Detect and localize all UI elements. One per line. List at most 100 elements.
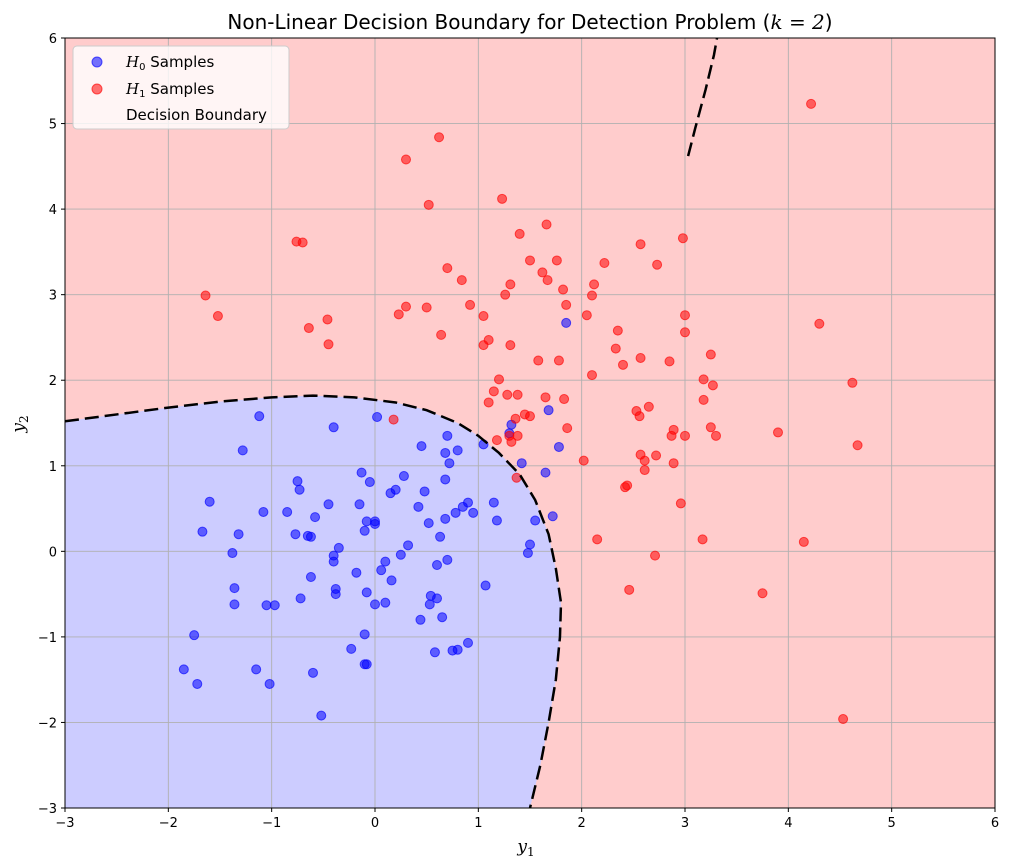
title-prefix: Non-Linear Decision Boundary for Detecti… — [227, 10, 770, 34]
h0-point-80 — [380, 597, 391, 608]
h0-point-36 — [310, 512, 321, 523]
h1-point-56 — [488, 386, 499, 397]
decision-boundary-secondary — [686, 38, 719, 157]
y-tick-label-2: −1 — [38, 631, 57, 646]
h0-point-29 — [413, 501, 424, 512]
h1-point-81 — [852, 440, 863, 451]
y-tick-label-6: 3 — [49, 289, 57, 304]
h1-point-76 — [666, 430, 677, 441]
legend-h0-text: Samples — [145, 53, 214, 71]
h1-point-32 — [680, 310, 690, 321]
h1-point-58 — [512, 389, 523, 400]
h1-point-12 — [551, 255, 562, 266]
h0-point-38 — [440, 513, 451, 524]
decision-boundary — [65, 394, 563, 808]
h0-point-42 — [530, 515, 541, 526]
h0-point-87 — [346, 643, 357, 654]
title-suffix: ) — [825, 10, 833, 34]
x-tick-label-6: 3 — [681, 816, 689, 831]
h1-point-86 — [668, 458, 679, 469]
h1-point-69 — [388, 414, 399, 425]
h0-point-32 — [488, 497, 499, 508]
h0-point-55 — [525, 539, 535, 550]
h0-points — [178, 317, 572, 721]
h1-point-45 — [705, 349, 716, 360]
x-tick-label-1: −2 — [159, 816, 178, 831]
h0-point-33 — [547, 511, 558, 522]
h0-point-77 — [261, 600, 272, 611]
h1-point-5 — [541, 219, 552, 230]
h0-point-24 — [419, 486, 430, 497]
h0-point-95 — [308, 667, 318, 678]
h1-point-31 — [581, 310, 592, 321]
h1-point-90 — [620, 482, 631, 493]
y-axis-label-var: y — [9, 423, 29, 434]
h0-point-66 — [305, 572, 316, 582]
h1-point-54 — [707, 380, 718, 391]
legend-label-boundary: Decision Boundary — [126, 106, 267, 124]
h1-point-73 — [773, 427, 783, 438]
x-tick-label-5: 2 — [578, 816, 586, 831]
h0-point-74 — [432, 593, 442, 604]
h1-point-97 — [757, 588, 768, 599]
h1-point-84 — [639, 455, 650, 466]
x-tick-label-2: −1 — [262, 816, 281, 831]
h1-point-38 — [680, 327, 690, 338]
x-tick-label-8: 5 — [888, 816, 896, 831]
h0-point-15 — [553, 441, 564, 452]
h0-point-93 — [178, 664, 189, 675]
plot-frame — [64, 37, 996, 809]
y-axis-label: y2 — [9, 415, 31, 433]
h0-point-41 — [491, 515, 502, 526]
h0-point-53 — [403, 540, 414, 551]
h1-point-65 — [634, 411, 645, 422]
h1-point-40 — [610, 343, 621, 354]
h0-point-26 — [204, 496, 215, 507]
h0-point-81 — [424, 599, 435, 610]
x-tick-label-0: −3 — [55, 816, 74, 831]
h1-point-17 — [542, 275, 553, 286]
h0-point-75 — [295, 593, 306, 604]
h1-point-42 — [478, 340, 489, 351]
h1-point-83 — [651, 450, 662, 461]
h0-point-47 — [305, 531, 316, 542]
x-axis-label-var: y — [516, 837, 527, 857]
y-tick-label-1: −2 — [38, 716, 57, 731]
h0-point-4 — [416, 441, 427, 452]
h0-point-72 — [361, 587, 372, 598]
h1-point-18 — [456, 275, 467, 286]
x-axis-label: y1 — [516, 837, 534, 859]
h0-region — [65, 395, 561, 808]
h0-point-60 — [380, 556, 391, 567]
h0-point-51 — [370, 518, 380, 529]
h1-point-57 — [502, 389, 513, 400]
h1-point-51 — [587, 370, 597, 381]
h0-point-85 — [359, 629, 370, 640]
h0-point-71 — [330, 589, 341, 600]
h1-point-46 — [533, 355, 544, 366]
h1-point-25 — [465, 299, 476, 310]
h1-point-30 — [478, 311, 489, 322]
h0-point-62 — [442, 554, 453, 565]
y-tick-label-7: 4 — [49, 203, 57, 218]
y-tick-label-5: 2 — [49, 374, 57, 389]
h1-point-34 — [322, 314, 333, 325]
h0-point-79 — [370, 599, 380, 610]
h1-point-1 — [434, 132, 445, 143]
h1-point-8 — [297, 237, 308, 248]
y-tick-label-8: 5 — [49, 118, 57, 133]
h0-point-14 — [543, 405, 554, 416]
h1-point-60 — [540, 392, 551, 403]
y-tick-label-0: −3 — [38, 802, 57, 817]
h1-point-71 — [705, 422, 716, 433]
h1-point-96 — [624, 584, 635, 595]
x-tick-label-4: 1 — [474, 816, 482, 831]
x-tick-label-7: 4 — [784, 816, 792, 831]
y-tick-label-9: 6 — [49, 32, 57, 47]
h0-point-52 — [359, 525, 370, 536]
h1-point-16 — [537, 267, 548, 278]
h1-point-20 — [589, 279, 600, 290]
legend-h0-var: H — [125, 53, 140, 71]
h1-point-98 — [838, 714, 849, 725]
